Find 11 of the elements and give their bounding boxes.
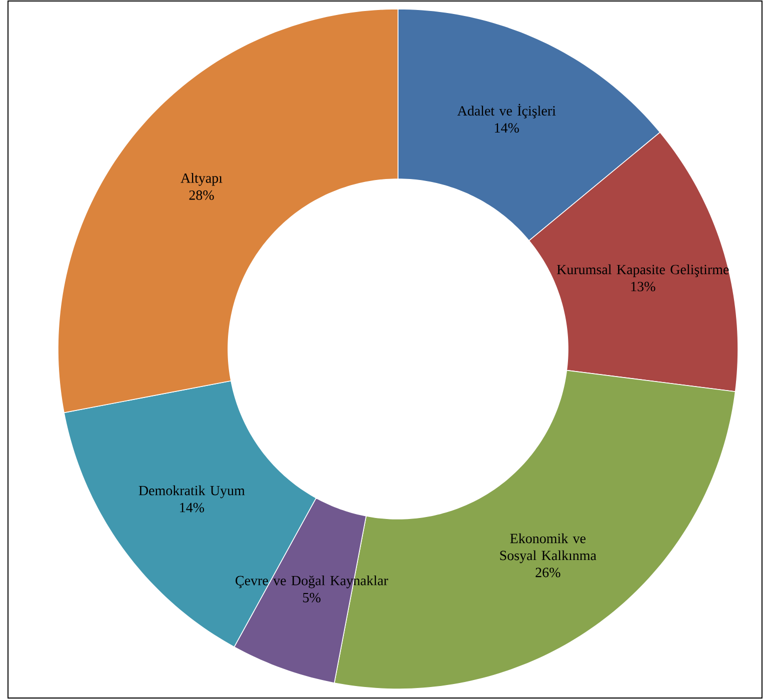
slice-label: Demokratik Uyum	[138, 485, 245, 498]
slice-label: Kurumsal Kapasite Geliştirme	[556, 264, 729, 278]
slice-label: Ekonomik ve Sosyal Kalkınma	[500, 533, 596, 564]
data-label: 14%	[494, 123, 519, 133]
data-label: 5%	[303, 592, 320, 602]
data-label: 13%	[631, 282, 656, 292]
data-label: 14%	[180, 502, 204, 512]
data-label: 26%	[536, 568, 560, 578]
slice-label: Adalet ve İçişleri	[457, 104, 556, 118]
slice-label: Altyapı	[180, 172, 222, 186]
data-label: 28%	[189, 190, 214, 200]
